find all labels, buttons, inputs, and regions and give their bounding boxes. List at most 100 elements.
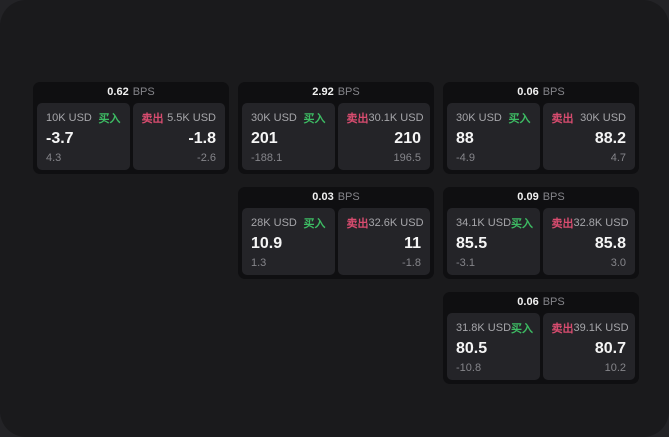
buy-price: -3.7	[46, 130, 74, 147]
sell-panel-header: 卖出 32.6K USD	[346, 215, 424, 231]
sell-panel[interactable]: 卖出 32.8K USD 85.8 3.0	[542, 208, 635, 275]
sell-delta: 10.2	[604, 362, 626, 374]
sell-delta: 196.5	[393, 152, 421, 164]
buy-delta: -3.1	[456, 257, 475, 269]
sell-label: 卖出	[551, 323, 574, 335]
buy-amount: 31.8K USD	[456, 322, 512, 334]
buy-panel-header: 30K USD 买入	[456, 110, 531, 126]
buy-label: 买入	[511, 323, 534, 335]
sell-panel-header: 卖出 5.5K USD	[142, 110, 217, 126]
price-card: 0.09 BPS 34.1K USD 买入 85.5 -3.1 卖出 32.8K…	[443, 187, 639, 279]
bps-value: 0.06	[517, 86, 539, 98]
sell-price: 11	[404, 235, 421, 252]
buy-sell-panels: 34.1K USD 买入 85.5 -3.1 卖出 32.8K USD 85.8…	[447, 208, 635, 275]
buy-delta: 4.3	[46, 152, 62, 164]
sell-price: -1.8	[188, 130, 216, 147]
sell-label: 卖出	[141, 113, 164, 125]
sell-label: 卖出	[551, 218, 574, 230]
sell-panel[interactable]: 卖出 30K USD 88.2 4.7	[542, 103, 635, 170]
buy-label: 买入	[511, 218, 534, 230]
buy-sell-panels: 31.8K USD 买入 80.5 -10.8 卖出 39.1K USD 80.…	[447, 313, 635, 380]
buy-panel[interactable]: 30K USD 买入 88 -4.9	[447, 103, 540, 170]
sell-panel[interactable]: 卖出 5.5K USD -1.8 -2.6	[132, 103, 225, 170]
bps-unit-label: BPS	[542, 296, 565, 308]
buy-panel[interactable]: 31.8K USD 买入 80.5 -10.8	[447, 313, 540, 380]
sell-amount: 32.8K USD	[573, 217, 629, 229]
sell-label: 卖出	[346, 218, 369, 230]
bps-unit-label: BPS	[542, 191, 565, 203]
buy-panel-header: 31.8K USD 买入	[456, 320, 534, 336]
buy-panel[interactable]: 10K USD 买入 -3.7 4.3	[37, 103, 130, 170]
sell-delta: -2.6	[197, 152, 216, 164]
sell-panel[interactable]: 卖出 30.1K USD 210 196.5	[337, 103, 430, 170]
sell-amount: 39.1K USD	[573, 322, 629, 334]
price-card: 0.03 BPS 28K USD 买入 10.9 1.3 卖出 32.6K US…	[238, 187, 434, 279]
sell-price: 88.2	[594, 130, 626, 147]
sell-amount: 5.5K USD	[167, 112, 216, 124]
buy-delta: 1.3	[251, 257, 267, 269]
card-header: 0.62 BPS	[37, 82, 225, 103]
card-header: 2.92 BPS	[242, 82, 430, 103]
buy-amount: 30K USD	[251, 112, 297, 124]
sell-label: 卖出	[551, 113, 574, 125]
sell-amount: 30K USD	[580, 112, 626, 124]
buy-panel-header: 28K USD 买入	[251, 215, 326, 231]
buy-price: 80.5	[456, 340, 488, 357]
price-card: 0.06 BPS 30K USD 买入 88 -4.9 卖出 30K USD 8…	[443, 82, 639, 174]
sell-delta: 3.0	[610, 257, 626, 269]
buy-amount: 28K USD	[251, 217, 297, 229]
buy-panel-header: 34.1K USD 买入	[456, 215, 534, 231]
sell-panel-header: 卖出 30.1K USD	[346, 110, 424, 126]
sell-delta: 4.7	[610, 152, 626, 164]
bps-unit-label: BPS	[542, 86, 565, 98]
buy-panel[interactable]: 30K USD 买入 201 -188.1	[242, 103, 335, 170]
sell-price: 210	[394, 130, 421, 147]
buy-price: 201	[251, 130, 278, 147]
sell-price: 80.7	[594, 340, 626, 357]
buy-price: 85.5	[456, 235, 488, 252]
sell-delta: -1.8	[402, 257, 421, 269]
buy-sell-panels: 10K USD 买入 -3.7 4.3 卖出 5.5K USD -1.8 -2.…	[37, 103, 225, 170]
buy-price: 10.9	[251, 235, 283, 252]
bps-value: 0.03	[312, 191, 334, 203]
card-header: 0.09 BPS	[447, 187, 635, 208]
price-card: 0.06 BPS 31.8K USD 买入 80.5 -10.8 卖出 39.1…	[443, 292, 639, 384]
price-card: 2.92 BPS 30K USD 买入 201 -188.1 卖出 30.1K …	[238, 82, 434, 174]
buy-delta: -4.9	[456, 152, 475, 164]
buy-panel-header: 30K USD 买入	[251, 110, 326, 126]
buy-sell-panels: 30K USD 买入 201 -188.1 卖出 30.1K USD 210 1…	[242, 103, 430, 170]
bps-unit-label: BPS	[132, 86, 155, 98]
buy-delta: -188.1	[251, 152, 283, 164]
buy-label: 买入	[508, 113, 531, 125]
card-header: 0.06 BPS	[447, 82, 635, 103]
bps-unit-label: BPS	[337, 86, 360, 98]
bps-value: 0.62	[107, 86, 129, 98]
bps-value: 0.06	[517, 296, 539, 308]
buy-sell-panels: 28K USD 买入 10.9 1.3 卖出 32.6K USD 11 -1.8	[242, 208, 430, 275]
buy-delta: -10.8	[456, 362, 482, 374]
buy-sell-panels: 30K USD 买入 88 -4.9 卖出 30K USD 88.2 4.7	[447, 103, 635, 170]
sell-price: 85.8	[594, 235, 626, 252]
card-header: 0.06 BPS	[447, 292, 635, 313]
sell-panel[interactable]: 卖出 32.6K USD 11 -1.8	[337, 208, 430, 275]
sell-label: 卖出	[346, 113, 369, 125]
sell-amount: 32.6K USD	[368, 217, 424, 229]
buy-label: 买入	[98, 113, 121, 125]
buy-panel[interactable]: 34.1K USD 买入 85.5 -3.1	[447, 208, 540, 275]
sell-amount: 30.1K USD	[368, 112, 424, 124]
sell-panel[interactable]: 卖出 39.1K USD 80.7 10.2	[542, 313, 635, 380]
buy-price: 88	[456, 130, 474, 147]
bps-unit-label: BPS	[337, 191, 360, 203]
bps-value: 0.09	[517, 191, 539, 203]
buy-amount: 10K USD	[46, 112, 92, 124]
buy-amount: 30K USD	[456, 112, 502, 124]
buy-label: 买入	[303, 218, 326, 230]
buy-panel[interactable]: 28K USD 买入 10.9 1.3	[242, 208, 335, 275]
sell-panel-header: 卖出 39.1K USD	[551, 320, 629, 336]
buy-amount: 34.1K USD	[456, 217, 512, 229]
sell-panel-header: 卖出 32.8K USD	[551, 215, 629, 231]
card-header: 0.03 BPS	[242, 187, 430, 208]
buy-label: 买入	[303, 113, 326, 125]
sell-panel-header: 卖出 30K USD	[552, 110, 627, 126]
